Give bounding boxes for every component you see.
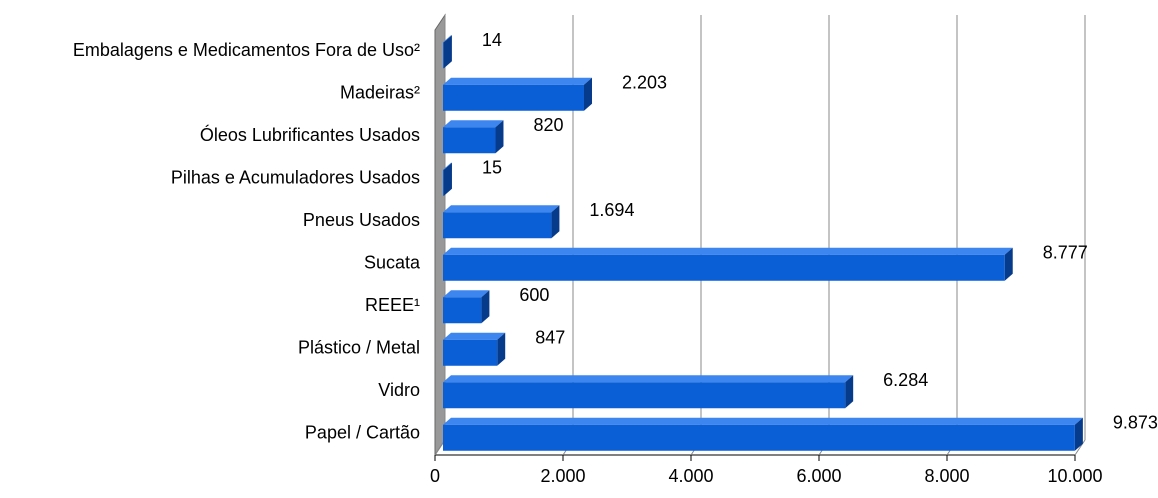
bar-top	[443, 290, 490, 298]
y-tick-label: Plástico / Metal	[298, 338, 420, 358]
y-tick-label: Óleos Lubrificantes Usados	[200, 124, 420, 145]
x-tick-label: 10.000	[1047, 466, 1102, 486]
bar-side	[1004, 247, 1013, 281]
bar-side	[551, 205, 560, 239]
bar-top	[443, 162, 452, 170]
data-label: 9.873	[1113, 413, 1158, 433]
bar-side	[443, 35, 452, 69]
floor-line	[1074, 439, 1086, 456]
bar	[443, 84, 584, 111]
bar-top	[443, 77, 592, 85]
data-label: 8.777	[1043, 243, 1088, 263]
data-label: 6.284	[883, 370, 928, 390]
bar-top	[443, 417, 1083, 425]
data-label: 820	[533, 115, 563, 135]
y-tick-label: Embalagens e Medicamentos Fora de Uso²	[73, 40, 420, 60]
bar	[443, 169, 444, 196]
bar-top	[443, 375, 854, 383]
bar	[443, 42, 444, 69]
bar-side	[497, 332, 506, 366]
x-tick-label: 0	[430, 466, 440, 486]
data-label: 1.694	[589, 200, 634, 220]
x-tick-label: 8.000	[924, 466, 969, 486]
y-tick-label: Pilhas e Acumuladores Usados	[171, 168, 420, 188]
data-label: 847	[535, 328, 565, 348]
bar-top	[443, 247, 1013, 255]
x-tick-label: 6.000	[796, 466, 841, 486]
bar	[443, 339, 498, 366]
y-tick-label: Papel / Cartão	[305, 423, 420, 443]
bar-side	[495, 120, 504, 154]
y-tick-label: Pneus Usados	[303, 210, 420, 230]
bar	[443, 212, 552, 239]
bar-side	[1074, 417, 1083, 451]
y-tick-label: REEE¹	[365, 295, 420, 315]
bar-top	[443, 120, 504, 128]
data-label: 15	[482, 158, 502, 178]
bar-side	[481, 290, 490, 324]
bar	[443, 297, 482, 324]
y-tick-label: Sucata	[364, 253, 421, 273]
data-label: 600	[519, 285, 549, 305]
bar	[443, 127, 496, 154]
bar	[443, 424, 1075, 451]
bar-top	[443, 35, 452, 43]
bar-side	[443, 162, 452, 196]
y-tick-label: Vidro	[378, 380, 420, 400]
bar-top	[443, 205, 560, 213]
bar-side	[583, 77, 592, 111]
x-tick-label: 2.000	[540, 466, 585, 486]
data-label: 14	[482, 30, 502, 50]
y-tick-label: Madeiras²	[340, 83, 420, 103]
bar	[443, 382, 846, 409]
bar-top	[443, 332, 506, 340]
data-label: 2.203	[622, 73, 667, 93]
bar-side	[845, 375, 854, 409]
x-tick-label: 4.000	[668, 466, 713, 486]
bar	[443, 254, 1005, 281]
